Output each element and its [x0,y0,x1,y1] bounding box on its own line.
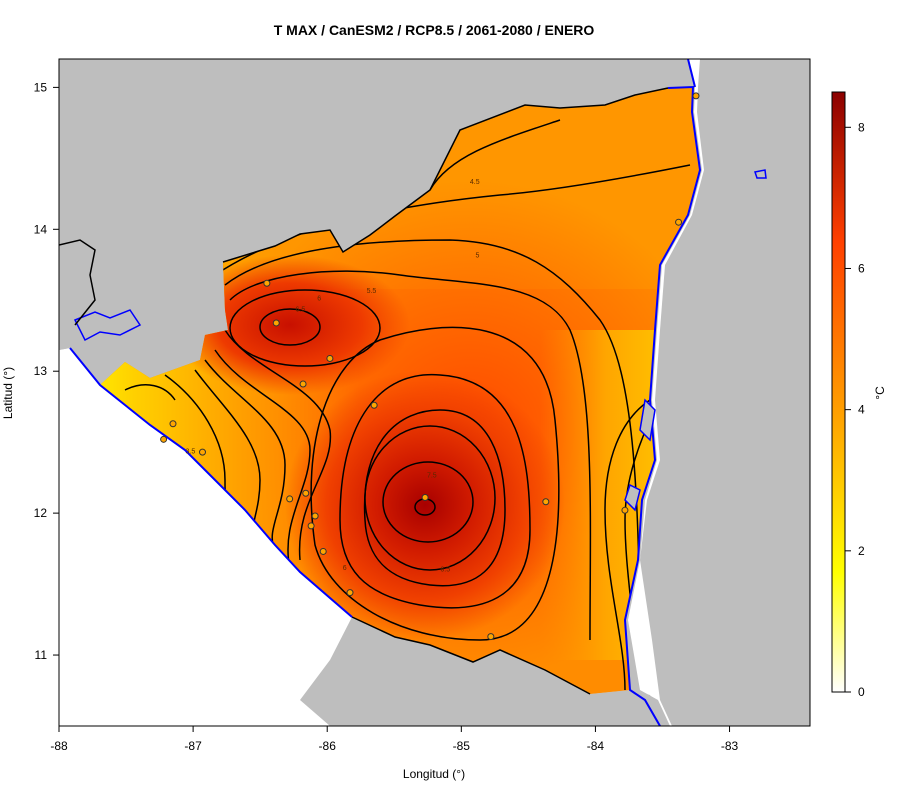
colorbar-tick-label-2: 4 [858,403,865,417]
station-point-17 [487,633,495,641]
contour-label-6: 6 [343,565,347,572]
station-point-15 [319,547,327,555]
station-point-8 [302,489,310,497]
contour-label-4: 6.5 [296,307,306,314]
contour-label-7: 6.5 [440,566,450,573]
x-axis: -88 -87 -86 -85 -84 -83 [50,726,739,753]
x-tick-label-5: -83 [721,739,739,753]
colorbar-ticks: 0 2 4 6 8 [845,120,865,699]
station-point-18 [675,218,683,226]
y-tick-label-4: 15 [34,80,48,94]
nicaragua-border [222,87,669,263]
contour-label-2: 5.5 [367,288,377,295]
x-tick-label-2: -86 [319,739,337,753]
contour-label-8: 7.5 [427,473,437,480]
contour-labels: 4.5 5 5.5 6 6.5 3.5 6 6.5 7.5 [186,179,480,573]
x-tick-label-3: -85 [453,739,471,753]
colorbar-tick-label-1: 2 [858,544,865,558]
colorbar-tick-label-0: 0 [858,685,865,699]
colorbar-label: °C [873,386,887,400]
contour-lines [124,119,691,691]
contour-label-0: 4.5 [470,179,480,186]
gulf-of-fonseca [73,309,142,342]
costa-rica-land [300,617,665,726]
nw-inlet [59,239,96,326]
honduras-coast [687,59,696,88]
pacific-ocean [59,348,660,726]
y-tick-label-3: 14 [34,222,48,236]
y-tick-label-0: 11 [35,648,48,662]
station-point-5 [169,420,177,428]
station-point-7 [198,448,206,456]
station-point-13 [542,498,550,506]
contour-label-3: 6 [317,295,321,302]
contour-label-5: 3.5 [186,449,196,456]
station-point-16 [346,589,354,597]
station-point-4 [370,401,378,409]
station-point-3 [299,380,307,388]
chart-title: T MAX / CanESM2 / RCP8.5 / 2061-2080 / E… [274,22,595,38]
caribbean-lagoon [624,483,641,512]
station-point-11 [311,512,319,520]
station-point-0 [263,279,271,287]
y-axis: 11 12 13 14 15 [34,80,59,662]
station-point-19 [692,92,700,100]
pacific-coast [69,347,353,618]
station-point-14 [621,506,629,514]
corn-island [754,169,767,179]
station-points [160,92,700,641]
map-layer [59,59,810,726]
station-point-10 [421,494,429,502]
station-point-6 [160,435,168,443]
colorbar [831,91,846,693]
costa-rica-border [351,616,591,695]
contour-label-1: 5 [475,253,479,260]
y-axis-label: Latitud (°) [1,367,15,419]
station-point-12 [307,522,315,530]
x-tick-label-1: -87 [184,739,202,753]
x-axis-label: Longitud (°) [403,767,465,781]
caribbean-gray [640,59,810,726]
y-tick-label-2: 13 [34,364,48,378]
caribbean-coast [623,85,702,726]
station-point-1 [272,319,280,327]
colorbar-tick-label-4: 8 [858,120,865,134]
y-tick-label-1: 12 [34,506,48,520]
honduras-land [59,59,688,385]
station-point-2 [326,354,334,362]
colorbar-tick-label-3: 6 [858,261,865,275]
x-tick-label-0: -88 [50,739,68,753]
lake-nicaragua-lagoon [639,398,656,442]
station-point-9 [286,495,294,503]
plot-frame [58,58,811,727]
x-tick-label-4: -84 [587,739,605,753]
